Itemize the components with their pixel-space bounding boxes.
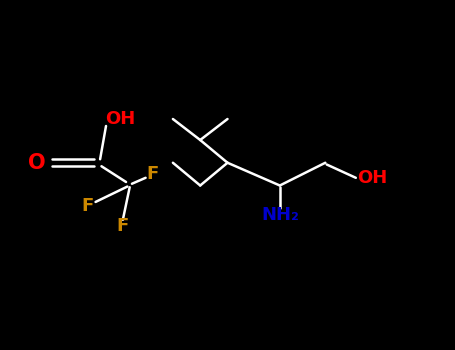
Text: OH: OH	[106, 110, 136, 128]
Text: NH₂: NH₂	[261, 206, 299, 224]
Text: O: O	[28, 153, 45, 173]
Text: F: F	[81, 197, 93, 215]
Text: OH: OH	[357, 169, 387, 187]
Text: F: F	[147, 165, 158, 183]
Text: F: F	[117, 217, 129, 235]
